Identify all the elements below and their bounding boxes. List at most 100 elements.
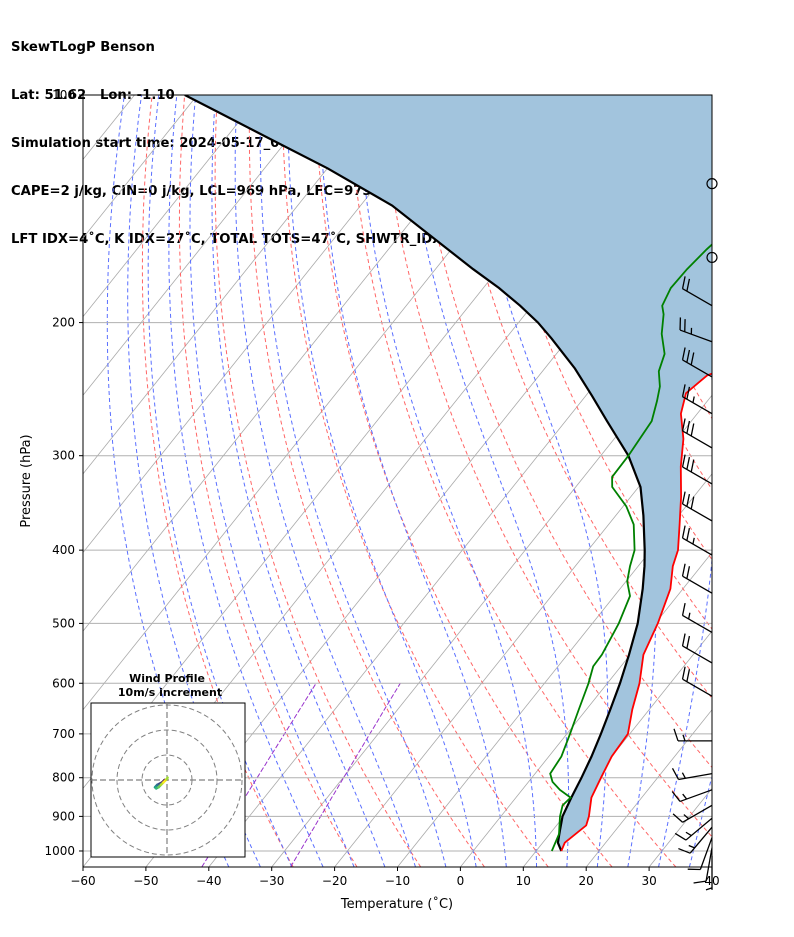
moist-adiabat-line xyxy=(460,95,609,867)
x-tick-label: −30 xyxy=(259,874,284,888)
wind-barb xyxy=(681,525,713,556)
dry-adiabat-line xyxy=(347,95,677,867)
x-tick-label: 30 xyxy=(641,874,656,888)
dry-adiabat-line xyxy=(248,95,485,867)
moist-adiabat-line xyxy=(259,95,447,867)
x-axis-ticks: −60 −50 −40 −30 −20 −10 0 10 20 30 40 xyxy=(70,867,720,888)
moist-adiabat-line xyxy=(211,95,386,867)
wind-barb xyxy=(693,847,713,884)
dry-adiabat-line xyxy=(141,95,294,867)
y-axis-label: Pressure (hPa) xyxy=(19,434,34,527)
moist-adiabat-line xyxy=(147,95,293,867)
x-tick-label: 0 xyxy=(457,874,465,888)
wind-barb xyxy=(706,251,718,264)
dry-adiabat-line xyxy=(477,95,712,630)
hodograph-subtitle: 10m/s increment xyxy=(118,686,222,699)
isotherm-line xyxy=(83,95,198,239)
moist-adiabat-line xyxy=(189,95,355,867)
dry-adiabat-line xyxy=(314,95,613,867)
hodograph-segment xyxy=(165,776,169,781)
wind-barb xyxy=(681,276,713,307)
mixing-ratio-line xyxy=(290,683,401,867)
cape-area xyxy=(184,95,712,851)
y-tick-label: 1000 xyxy=(44,844,75,858)
parcel-profile-line xyxy=(184,95,646,852)
moist-adiabat-line xyxy=(168,95,324,867)
wind-barb xyxy=(681,384,713,415)
dry-adiabat-line xyxy=(281,95,549,867)
wind-barb xyxy=(678,826,713,854)
isotherm-line xyxy=(271,315,712,867)
wind-barb xyxy=(681,491,713,522)
isotherm-line xyxy=(83,95,324,396)
dry-adiabat-line xyxy=(575,95,712,420)
dry-adiabat-line xyxy=(739,95,794,867)
x-tick-label: 10 xyxy=(516,874,531,888)
wind-barb xyxy=(672,804,713,823)
wind-barb xyxy=(671,789,713,803)
x-tick-label: −60 xyxy=(70,874,95,888)
wind-barbs xyxy=(671,178,718,891)
wind-barb xyxy=(681,347,713,378)
x-tick-label: −40 xyxy=(196,874,221,888)
y-tick-label: 200 xyxy=(52,316,75,330)
wind-barb xyxy=(681,418,713,449)
wind-barb xyxy=(681,454,713,485)
wind-barb xyxy=(681,666,713,697)
isotherm-line xyxy=(208,237,712,867)
x-tick-label: −20 xyxy=(322,874,347,888)
moist-adiabat-line xyxy=(318,95,507,867)
wind-barb xyxy=(706,178,718,190)
temperature-line xyxy=(560,372,712,852)
moist-adiabat-line xyxy=(720,95,794,867)
isotherm-line xyxy=(460,551,712,867)
x-axis-label: Temperature (˚C) xyxy=(340,896,453,912)
y-tick-label: 700 xyxy=(52,727,75,741)
dewpoint-line xyxy=(549,243,712,852)
x-tick-label: −50 xyxy=(133,874,158,888)
wind-barb xyxy=(671,768,713,781)
y-tick-label: 500 xyxy=(52,616,75,630)
isotherm-line xyxy=(83,95,387,475)
wind-barb xyxy=(674,817,713,841)
dry-adiabat-line xyxy=(705,95,712,113)
wind-barb xyxy=(679,317,713,343)
wind-barb xyxy=(673,728,712,742)
y-tick-label: 600 xyxy=(52,676,75,690)
isotherm-line xyxy=(0,95,72,867)
hodograph-plot xyxy=(91,703,245,857)
background-lines xyxy=(0,95,794,867)
dry-adiabat-line xyxy=(178,95,358,867)
hodograph: Wind Profile 10m/s increment xyxy=(90,672,246,858)
wind-barb xyxy=(681,602,713,634)
moist-adiabat-line xyxy=(356,95,538,867)
wind-barb xyxy=(681,563,713,594)
moist-adiabat-line xyxy=(287,95,477,867)
y-tick-label: 400 xyxy=(52,543,75,557)
isotherm-line xyxy=(585,709,712,867)
isotherm-line xyxy=(775,95,794,867)
chart-title: SkewTLogP Benson xyxy=(11,40,155,55)
dry-adiabat-line xyxy=(214,95,422,867)
x-tick-label: −10 xyxy=(385,874,410,888)
isotherm-line xyxy=(711,866,712,867)
x-tick-label: 20 xyxy=(579,874,594,888)
moist-adiabat-line xyxy=(234,95,416,867)
dry-adiabat-line xyxy=(379,95,712,838)
hodograph-title: Wind Profile xyxy=(129,672,205,685)
y-tick-label: 300 xyxy=(52,449,75,463)
wind-barb xyxy=(687,837,713,871)
dry-adiabat-line xyxy=(444,95,712,700)
isotherm-line xyxy=(83,95,450,554)
isotherm-line xyxy=(83,95,261,318)
y-tick-label: 800 xyxy=(52,771,75,785)
dry-adiabat-line xyxy=(771,95,794,867)
y-tick-label: 100 xyxy=(52,88,75,102)
y-tick-label: 900 xyxy=(52,809,75,823)
isotherm-line xyxy=(83,95,513,632)
isotherm-line xyxy=(522,630,712,867)
wind-barb xyxy=(681,633,713,664)
profiles xyxy=(184,95,712,852)
wind-barb xyxy=(705,855,713,891)
y-axis-ticks: 1000 900 800 700 600 500 400 300 200 100 xyxy=(44,88,83,858)
